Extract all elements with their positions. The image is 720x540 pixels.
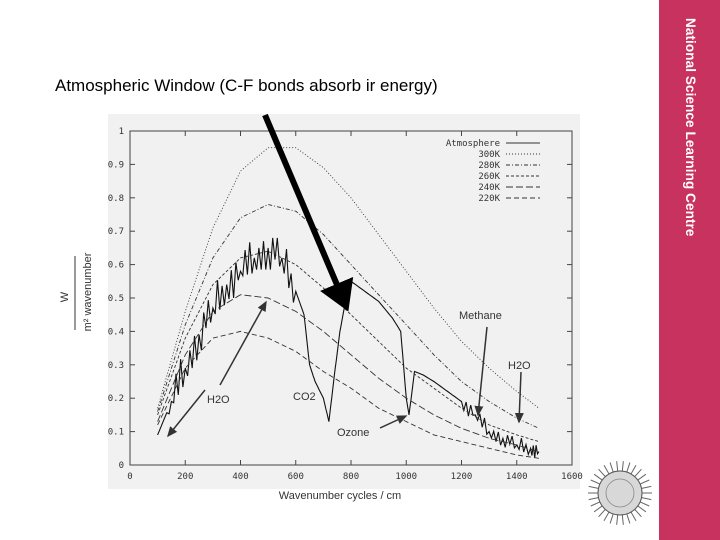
annotation-h2o-right: H2O bbox=[508, 360, 531, 372]
y-tick-label: 0.7 bbox=[108, 227, 124, 237]
x-tick-label: 400 bbox=[232, 472, 248, 482]
annotation-h2o-left: H2O bbox=[207, 394, 230, 406]
arrow-h2o-to-peak bbox=[219, 300, 267, 386]
y-axis-label-bottom: m² wavenumber bbox=[82, 252, 94, 331]
y-tick-label: 0.6 bbox=[108, 261, 124, 271]
arrow-h2o-right bbox=[514, 371, 524, 424]
arrow-methane bbox=[474, 326, 488, 417]
annotation-methane: Methane bbox=[459, 310, 502, 322]
brand-sidebar bbox=[659, 0, 720, 540]
y-axis-label-top: W bbox=[59, 291, 71, 302]
x-tick-label: 1600 bbox=[561, 472, 583, 482]
y-tick-label: 0.9 bbox=[108, 160, 124, 170]
legend-label: 260K bbox=[478, 172, 500, 182]
arrow-ozone bbox=[379, 415, 408, 429]
legend-label: 300K bbox=[478, 150, 500, 160]
x-tick-label: 200 bbox=[177, 472, 193, 482]
y-tick-label: 1 bbox=[119, 127, 124, 137]
series-line-300k bbox=[157, 147, 540, 409]
y-tick-label: 0 bbox=[119, 461, 124, 471]
annotation-co2: CO2 bbox=[293, 391, 316, 403]
x-tick-label: 1000 bbox=[395, 472, 417, 482]
x-tick-label: 600 bbox=[288, 472, 304, 482]
logo-sphere-icon bbox=[588, 461, 652, 525]
annotation-ozone: Ozone bbox=[337, 427, 369, 439]
legend-label: 280K bbox=[478, 161, 500, 171]
y-tick-label: 0.5 bbox=[108, 294, 124, 304]
series-line-220k bbox=[157, 330, 539, 459]
arrow-window-pointer bbox=[262, 113, 354, 312]
arrow-h2o-to-left bbox=[167, 389, 206, 438]
brand-name: National Science Learning Centre bbox=[683, 18, 698, 237]
y-tick-label: 0.8 bbox=[108, 194, 124, 204]
x-tick-label: 1200 bbox=[451, 472, 473, 482]
legend-label: 240K bbox=[478, 183, 500, 193]
y-tick-label: 0.4 bbox=[108, 327, 124, 337]
legend-label: 220K bbox=[478, 194, 500, 204]
series-line-240k bbox=[157, 294, 540, 453]
x-tick-label: 800 bbox=[343, 472, 359, 482]
legend-label: Atmosphere bbox=[446, 139, 500, 149]
series-line-260k bbox=[157, 250, 540, 443]
y-tick-label: 0.1 bbox=[108, 428, 124, 438]
x-tick-label: 1400 bbox=[506, 472, 528, 482]
slide-title: Atmospheric Window (C-F bonds absorb ir … bbox=[55, 76, 438, 95]
y-tick-label: 0.3 bbox=[108, 361, 124, 371]
y-tick-label: 0.2 bbox=[108, 394, 124, 404]
x-axis-label: Wavenumber cycles / cm bbox=[279, 490, 401, 502]
x-tick-label: 0 bbox=[127, 472, 132, 482]
